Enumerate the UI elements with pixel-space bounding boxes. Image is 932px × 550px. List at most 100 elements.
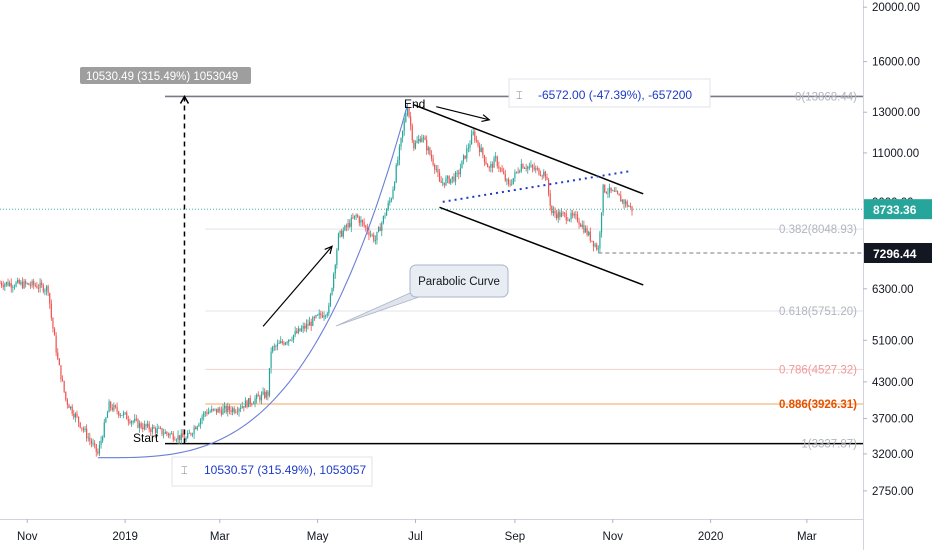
candle-body — [268, 367, 271, 396]
candle-body — [480, 147, 482, 153]
candle-body — [462, 155, 465, 161]
candle-body — [114, 405, 117, 407]
candle-body — [132, 421, 134, 422]
candle-body — [442, 182, 444, 184]
candle-body — [65, 391, 67, 400]
candle-body — [329, 294, 332, 306]
candle-body — [90, 440, 93, 444]
candle-body — [124, 412, 126, 414]
candle-body — [265, 391, 267, 398]
candle-body — [331, 288, 333, 295]
candle-body — [254, 398, 256, 404]
candle-body — [49, 293, 51, 304]
candle-body — [142, 427, 144, 430]
candle-body — [411, 125, 413, 141]
candle-body — [599, 232, 601, 249]
candle-body — [196, 426, 198, 430]
candle-body — [294, 331, 296, 336]
candle-body — [113, 405, 115, 411]
candle-body — [44, 290, 46, 292]
candle-body — [443, 182, 445, 186]
candle-body — [5, 282, 8, 285]
x-tick-label: Jul — [408, 531, 423, 543]
candle-body — [182, 433, 184, 438]
candle-body — [501, 168, 503, 172]
candle-body — [504, 173, 506, 181]
candle-body — [61, 379, 64, 381]
x-tick-label: Mar — [210, 531, 230, 543]
candle-body — [472, 131, 474, 135]
candle-body — [20, 281, 22, 284]
candle-body — [236, 411, 239, 413]
candle-body — [318, 313, 320, 315]
candle-body — [23, 281, 25, 288]
candle-body — [503, 171, 505, 174]
fib-level-label: 0.382(8048.93) — [779, 224, 857, 236]
candle-body — [572, 213, 574, 216]
candle-body — [594, 244, 596, 247]
candle-body — [578, 221, 580, 225]
candle-body — [509, 183, 511, 185]
candle-body — [63, 380, 65, 392]
candle-body — [600, 212, 603, 233]
candle-body — [207, 411, 210, 414]
trend-up-arrow-head — [324, 245, 333, 255]
candle-body — [567, 220, 569, 222]
candle-body — [203, 412, 205, 417]
candle-body — [69, 406, 72, 409]
candle-body — [45, 286, 48, 291]
candle-body — [231, 408, 234, 413]
candle-body — [95, 444, 97, 452]
candle-body — [230, 410, 232, 413]
candle-body — [485, 161, 487, 165]
candle-body — [374, 240, 376, 241]
candle-body — [204, 412, 206, 414]
candle-body — [570, 213, 572, 220]
candle-body — [52, 317, 54, 329]
candle-body — [158, 427, 160, 429]
candle-body — [60, 365, 62, 380]
measure-channel-label: -6572.00 (-47.39%), -657200 — [538, 88, 692, 102]
fib-level-label: 0.786(4527.32) — [779, 364, 857, 376]
candle-body — [161, 428, 163, 435]
candle-body — [177, 435, 179, 440]
candle-body — [581, 224, 583, 227]
candle-body — [568, 219, 571, 221]
candle-body — [108, 401, 110, 413]
candle-body — [156, 428, 158, 434]
candle-body — [233, 408, 235, 413]
trend-right-arrow — [436, 106, 490, 121]
candle-body — [280, 341, 282, 344]
candle-body — [146, 423, 149, 427]
candle-body — [212, 408, 214, 410]
candle-body — [148, 423, 150, 430]
candle-body — [278, 343, 280, 344]
candle-body — [419, 138, 421, 142]
candle-body — [395, 165, 397, 183]
candle-body — [394, 182, 396, 190]
candle-body — [588, 231, 590, 235]
candle-body — [544, 171, 546, 177]
candle-body — [618, 193, 620, 196]
candle-body — [626, 201, 628, 207]
candle-body — [451, 176, 453, 179]
y-tick-label: 13000.00 — [872, 107, 920, 119]
candle-body — [37, 288, 40, 289]
candle-body — [507, 179, 510, 184]
candle-body — [491, 164, 494, 168]
breakout-dotted-line — [442, 170, 629, 203]
candle-body — [164, 431, 166, 434]
candle-body — [453, 176, 455, 182]
candle-body — [552, 210, 555, 214]
candle-body — [575, 214, 577, 216]
candle-body — [357, 215, 359, 218]
candle-body — [134, 418, 136, 422]
candle-body — [321, 315, 324, 318]
candle-body — [454, 172, 457, 182]
fib-level-label: 0(13868.44) — [795, 91, 857, 103]
candle-body — [188, 433, 190, 434]
candle-body — [424, 137, 426, 140]
candle-body — [103, 422, 105, 438]
measure-top-label: 10530.49 (315.49%) 1053049 — [86, 71, 238, 83]
